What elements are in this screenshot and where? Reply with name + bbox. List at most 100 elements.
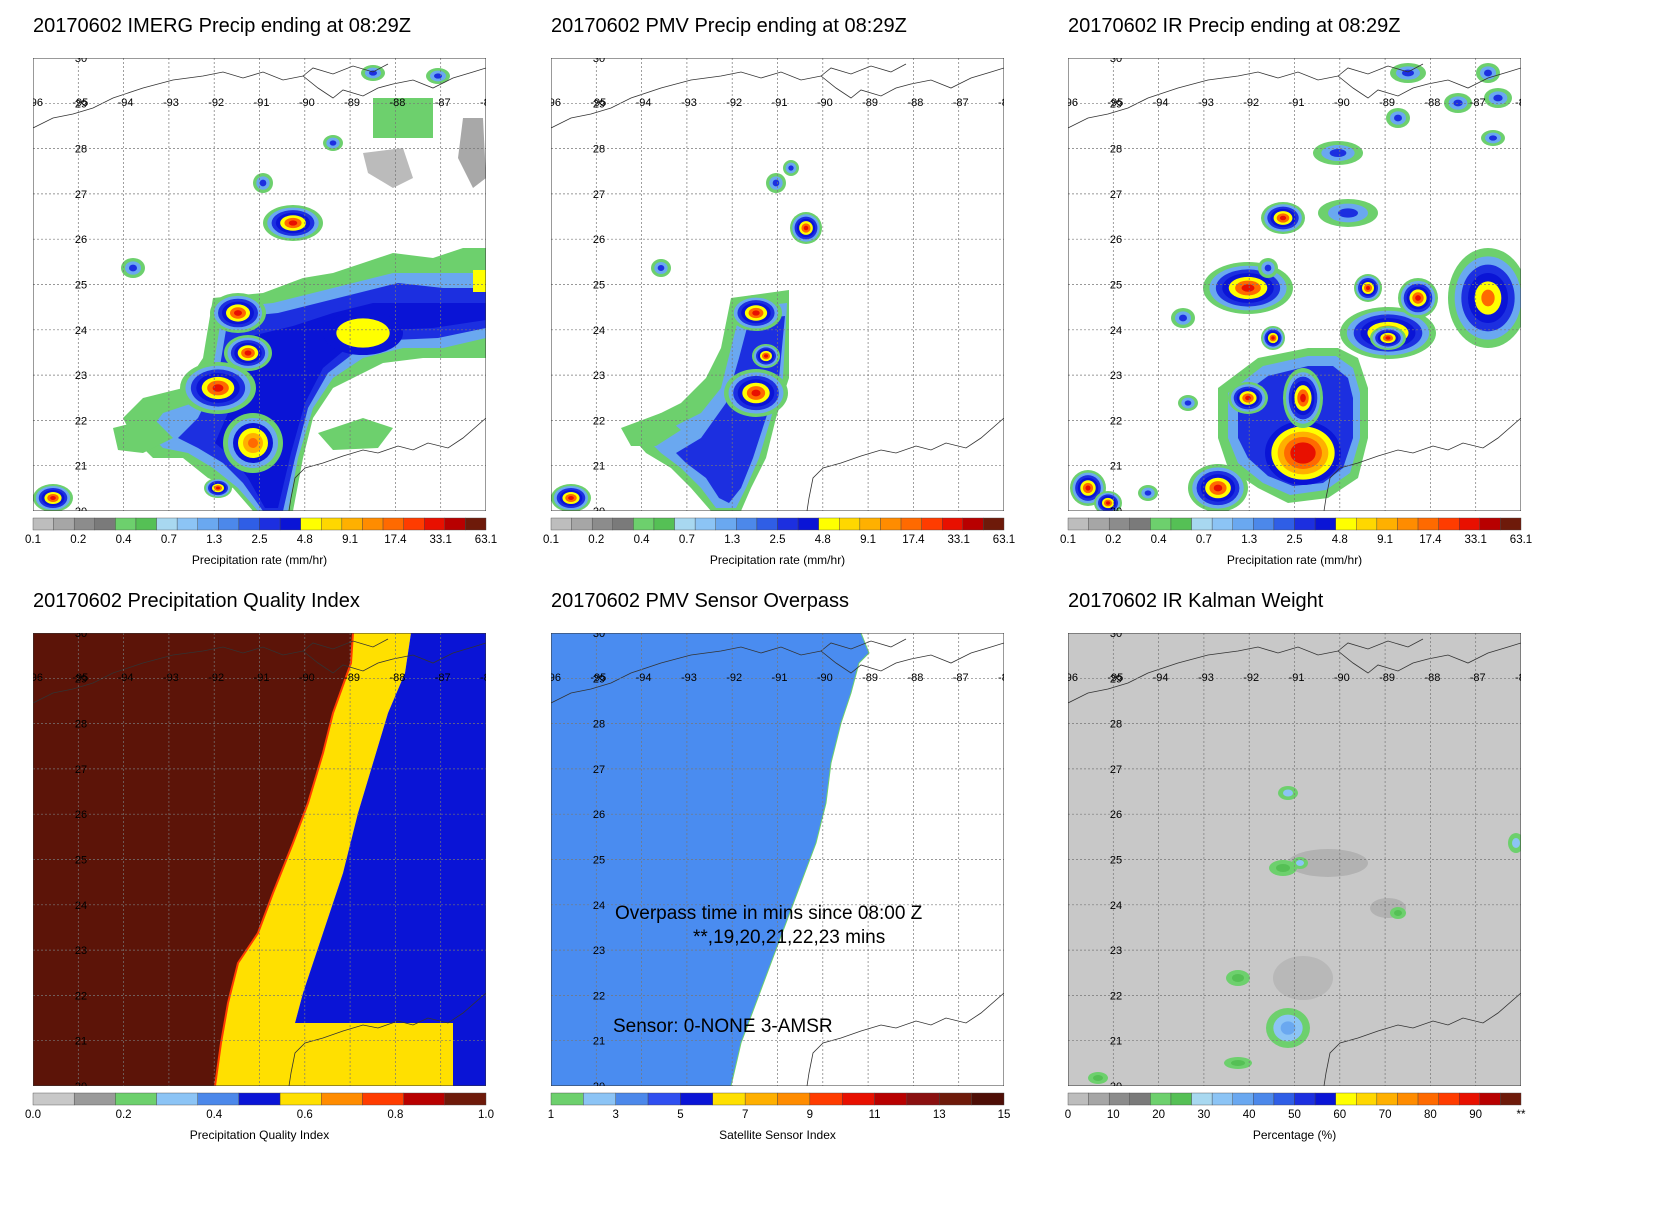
lon-label: -86 (998, 97, 1004, 109)
colorbar-swatch (756, 517, 778, 531)
precip-cell (1224, 1057, 1252, 1069)
map-ir: -96 -95 -94 -93 -92 -91 -90 -89 -88 -87 -86 30 29 28 2… (1068, 58, 1521, 511)
colorbar-swatch (444, 517, 466, 531)
colorbar-swatch (1170, 1092, 1192, 1106)
colorbar-tick-label: 9.1 (342, 534, 359, 546)
precip-cell (1266, 1008, 1310, 1048)
lat-label: 28 (1110, 719, 1122, 731)
lat-label: 30 (593, 58, 605, 65)
colorbar-tick-label: 17.4 (1419, 534, 1442, 546)
lat-label: 20 (75, 1081, 87, 1086)
map-axis-labels: -96 -95 -94 -93 -92 -91 -90 -89 -88 -87 -86 30 29 28 2… (551, 633, 1004, 1086)
map-axis-labels: -96 -95 -94 -93 -92 -91 -90 -89 -88 -87 -86 30 29 28 2… (33, 633, 486, 1086)
colorbar-tick-label: 7 (741, 1109, 749, 1121)
colorbar-swatch (32, 1092, 75, 1106)
colorbar-tick-label: 60 (1333, 1109, 1347, 1121)
lat-label: 20 (75, 506, 87, 511)
colorbar-strip (32, 517, 487, 531)
lat-label: 29 (1110, 98, 1122, 110)
colorbar-swatch (1294, 1092, 1316, 1106)
colorbar-tick-label: 0.4 (1150, 534, 1167, 546)
lat-label: 29 (593, 98, 605, 110)
colorbar-swatch (1253, 517, 1275, 531)
lat-label: 25 (1110, 855, 1122, 867)
colorbar-swatch (1438, 517, 1460, 531)
lat-label: 30 (593, 633, 605, 640)
lon-label: -87 (1470, 672, 1486, 684)
colorbar-tick-label: 0.8 (387, 1109, 404, 1121)
colorbar-tick-label: 15 (997, 1109, 1011, 1121)
lon-label: -93 (681, 97, 697, 109)
lon-label: -87 (435, 672, 451, 684)
colorbar-tick-label: 0.4 (633, 534, 650, 546)
lat-label: 22 (593, 415, 605, 427)
colorbar-tick-label: 9 (806, 1109, 814, 1121)
precip-cell (790, 212, 822, 244)
lat-label: 26 (593, 234, 605, 246)
lon-label: -94 (1153, 672, 1169, 684)
precip-cell (1398, 278, 1438, 318)
lon-label: -89 (1379, 97, 1395, 109)
colorbar-swatch (1232, 1092, 1254, 1106)
lon-label: -89 (862, 97, 878, 109)
colorbar-swatch (279, 1092, 322, 1106)
precip-cell (323, 135, 343, 151)
colorbar-tick-label: 80 (1423, 1109, 1437, 1121)
colorbar-swatch (1067, 1092, 1089, 1106)
colorbar-swatch (362, 517, 384, 531)
colorbar-tick-label: 2.5 (1286, 534, 1303, 546)
map-grid (33, 58, 486, 511)
map-imerg: -96 -95 -94 -93 -92 -91 -90 -89 -88 -87 -86 30 29 28 2… (33, 58, 486, 511)
lon-label: -89 (344, 97, 360, 109)
precip-cell (1188, 464, 1248, 511)
colorbar-swatch (1376, 1092, 1398, 1106)
precip-cell (730, 295, 782, 331)
lat-label: 26 (1110, 234, 1122, 246)
colorbar-swatch (1294, 517, 1316, 531)
colorbar-swatch (971, 1092, 1005, 1106)
colorbar-swatch (1150, 1092, 1172, 1106)
coastline (551, 638, 1004, 1086)
lon-label: -91 (254, 672, 270, 684)
lon-label: -96 (33, 97, 43, 109)
colorbar-tick-label: 1.0 (478, 1109, 494, 1121)
colorbar-swatch (1129, 517, 1151, 531)
lon-label: -90 (1334, 672, 1350, 684)
lat-label: 28 (75, 719, 87, 731)
colorbar-tick-label: 0.1 (1060, 534, 1076, 546)
lat-label: 25 (1110, 280, 1122, 292)
colorbar-swatch (279, 517, 301, 531)
lat-label: 27 (75, 764, 87, 776)
colorbar-swatch (571, 517, 593, 531)
colorbar-swatch (1232, 517, 1254, 531)
colorbar-swatch (777, 517, 799, 531)
precip-cell (1265, 421, 1341, 485)
colorbar-swatch (1356, 1092, 1378, 1106)
colorbar-swatch (712, 1092, 746, 1106)
colorbar-swatch (197, 1092, 240, 1106)
lat-label: 20 (1110, 506, 1122, 511)
colorbar-swatch (238, 517, 260, 531)
colorbar-swatch (382, 517, 404, 531)
colorbar-swatch (939, 1092, 972, 1106)
colorbar-swatch (197, 517, 219, 531)
precip-cell (263, 205, 323, 241)
colorbar-swatch (156, 1092, 198, 1106)
precip-cell (1476, 63, 1500, 83)
lon-label: -96 (551, 97, 561, 109)
overpass-swath (551, 633, 870, 1086)
lon-label: -91 (1289, 97, 1305, 109)
colorbar-swatch (591, 517, 613, 531)
lat-label: 25 (593, 280, 605, 292)
precip-cell (210, 293, 266, 333)
lon-label: -88 (1424, 672, 1440, 684)
precip-cell (323, 311, 403, 355)
lon-label: -95 (590, 97, 606, 109)
colorbar-swatch (674, 517, 696, 531)
lon-label: -87 (953, 97, 969, 109)
precip-cell (1354, 274, 1382, 302)
colorbar-swatch (694, 517, 716, 531)
lat-label: 20 (593, 1081, 605, 1086)
lon-label: -87 (435, 97, 451, 109)
coastline (33, 638, 486, 1086)
